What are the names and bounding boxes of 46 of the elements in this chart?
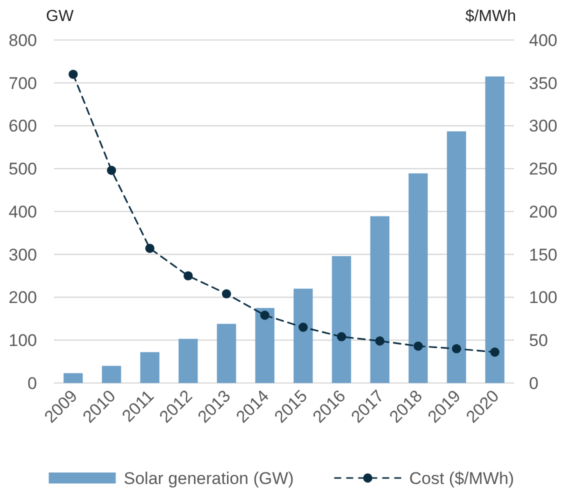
y-axis-title: GW — [46, 8, 74, 25]
bar — [332, 256, 352, 383]
point — [260, 310, 270, 320]
point — [145, 244, 154, 253]
point — [184, 271, 193, 280]
legend-label: Solar generation (GW) — [124, 468, 294, 488]
bar — [485, 76, 504, 383]
bar — [255, 308, 274, 383]
bar — [446, 131, 466, 383]
bar — [294, 288, 313, 383]
y-tick-label: 0 — [28, 374, 37, 393]
y2-tick-label: 300 — [529, 116, 558, 136]
y-tick-label: 300 — [8, 245, 37, 264]
bar — [140, 352, 160, 383]
bar — [64, 373, 83, 383]
point — [336, 332, 346, 342]
y2-tick-label: 150 — [529, 245, 558, 264]
y2-tick-label: 400 — [529, 30, 558, 50]
bar — [216, 324, 236, 383]
y-tick-label: 400 — [8, 202, 37, 222]
point — [222, 289, 232, 298]
y-tick-label: 700 — [8, 74, 37, 93]
point — [375, 336, 384, 346]
y-tick-label: 500 — [8, 160, 37, 179]
point — [298, 322, 308, 332]
y2-tick-label: 200 — [529, 202, 558, 222]
y2-tick-label: 100 — [529, 288, 558, 308]
y2-tick-label: 50 — [529, 331, 548, 350]
point — [68, 70, 78, 79]
bar — [178, 338, 198, 383]
bar — [370, 216, 390, 383]
point — [414, 342, 423, 351]
point — [106, 166, 116, 175]
bar — [102, 366, 122, 383]
y-tick-label: 600 — [8, 116, 37, 136]
y-tick-label: 100 — [8, 331, 37, 350]
y-tick-label: 800 — [8, 30, 37, 50]
y2-axis-title: $/MWh — [465, 8, 516, 25]
y2-tick-label: 250 — [529, 160, 558, 179]
y2-tick-label: 350 — [529, 74, 558, 93]
y-tick-label: 200 — [8, 288, 37, 308]
legend-label: Cost ($/MWh) — [409, 468, 514, 488]
point — [452, 344, 462, 354]
y2-tick-label: 0 — [529, 374, 538, 393]
point — [490, 348, 500, 357]
bar — [408, 173, 428, 383]
